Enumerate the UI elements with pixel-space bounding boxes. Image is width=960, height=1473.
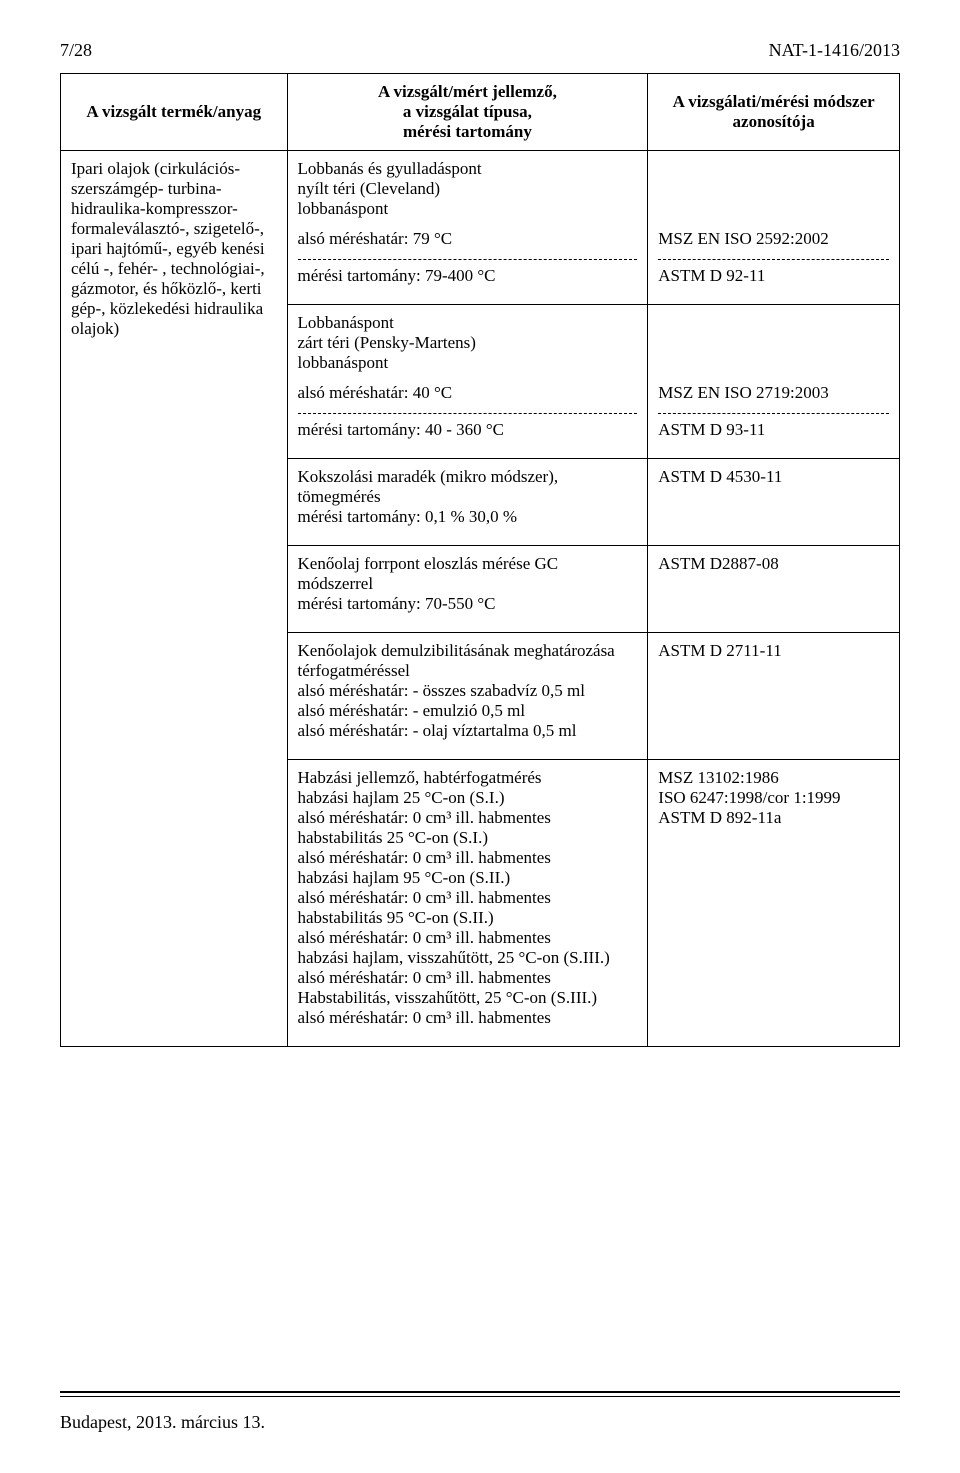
table-header-row: A vizsgált termék/anyag A vizsgált/mért … bbox=[61, 74, 900, 151]
method-cell: MSZ 13102:1986ISO 6247:1998/cor 1:1999AS… bbox=[648, 760, 900, 1047]
param-text: alsó méréshatár: 79 °C bbox=[298, 229, 638, 249]
param-cell: Kokszolási maradék (mikro módszer),tömeg… bbox=[287, 459, 648, 546]
param-text: Kenőolajok demulzibilitásának meghatároz… bbox=[298, 641, 638, 741]
col-header-method: A vizsgálati/mérési módszerazonosítója bbox=[648, 74, 900, 151]
param-text: Kokszolási maradék (mikro módszer),tömeg… bbox=[298, 467, 638, 527]
param-text: Lobbanás és gyulladáspontnyílt téri (Cle… bbox=[298, 159, 638, 219]
page: 7/28 NAT-1-1416/2013 A vizsgált termék/a… bbox=[0, 0, 960, 1473]
method-text bbox=[658, 159, 889, 219]
method-text: MSZ 13102:1986ISO 6247:1998/cor 1:1999AS… bbox=[658, 768, 889, 1028]
page-header: 7/28 NAT-1-1416/2013 bbox=[60, 40, 900, 61]
table-row: Ipari olajok (cirkulációs- szerszámgép- … bbox=[61, 151, 900, 305]
col-header-product: A vizsgált termék/anyag bbox=[61, 74, 288, 151]
method-cell: ASTM D 4530-11 bbox=[648, 459, 900, 546]
document-id: NAT-1-1416/2013 bbox=[769, 40, 900, 61]
method-text: MSZ EN ISO 2592:2002 bbox=[658, 229, 889, 249]
method-cell: ASTM D 2711-11 bbox=[648, 633, 900, 760]
page-number: 7/28 bbox=[60, 40, 92, 61]
param-text: mérési tartomány: 79-400 °C bbox=[298, 266, 638, 286]
param-text: Habzási jellemző, habtérfogatméréshabzás… bbox=[298, 768, 638, 1028]
dashed-separator bbox=[658, 259, 889, 260]
col-header-param: A vizsgált/mért jellemző,a vizsgálat típ… bbox=[287, 74, 648, 151]
method-cell: MSZ EN ISO 2592:2002 ASTM D 92-11 bbox=[648, 151, 900, 305]
param-cell: Kenőolajok demulzibilitásának meghatároz… bbox=[287, 633, 648, 760]
method-text: ASTM D2887-08 bbox=[658, 554, 889, 594]
main-table: A vizsgált termék/anyag A vizsgált/mért … bbox=[60, 73, 900, 1047]
product-cell: Ipari olajok (cirkulációs- szerszámgép- … bbox=[61, 151, 288, 1047]
footer-rule-thin bbox=[60, 1396, 900, 1397]
param-text: Kenőolaj forrpont eloszlás mérése GC mód… bbox=[298, 554, 638, 614]
param-text: mérési tartomány: 40 - 360 °C bbox=[298, 420, 638, 440]
param-cell: Lobbanás és gyulladáspontnyílt téri (Cle… bbox=[287, 151, 648, 305]
footer-rule-thick bbox=[60, 1391, 900, 1393]
method-text bbox=[658, 313, 889, 373]
dashed-separator bbox=[298, 259, 638, 260]
dashed-separator bbox=[658, 413, 889, 414]
method-text: ASTM D 2711-11 bbox=[658, 641, 889, 721]
method-cell: MSZ EN ISO 2719:2003 ASTM D 93-11 bbox=[648, 305, 900, 459]
table-body: Ipari olajok (cirkulációs- szerszámgép- … bbox=[61, 151, 900, 1047]
method-text: ASTM D 92-11 bbox=[658, 266, 889, 286]
method-text: ASTM D 4530-11 bbox=[658, 467, 889, 527]
param-text: alsó méréshatár: 40 °C bbox=[298, 383, 638, 403]
footer-date: Budapest, 2013. március 13. bbox=[60, 1412, 265, 1433]
watermark-shape bbox=[450, 1050, 770, 1370]
dashed-separator bbox=[298, 413, 638, 414]
param-text: Lobbanáspontzárt téri (Pensky-Martens)lo… bbox=[298, 313, 638, 373]
method-cell: ASTM D2887-08 bbox=[648, 546, 900, 633]
param-cell: Habzási jellemző, habtérfogatméréshabzás… bbox=[287, 760, 648, 1047]
method-text: MSZ EN ISO 2719:2003 bbox=[658, 383, 889, 403]
param-cell: Lobbanáspontzárt téri (Pensky-Martens)lo… bbox=[287, 305, 648, 459]
param-cell: Kenőolaj forrpont eloszlás mérése GC mód… bbox=[287, 546, 648, 633]
method-text: ASTM D 93-11 bbox=[658, 420, 889, 440]
